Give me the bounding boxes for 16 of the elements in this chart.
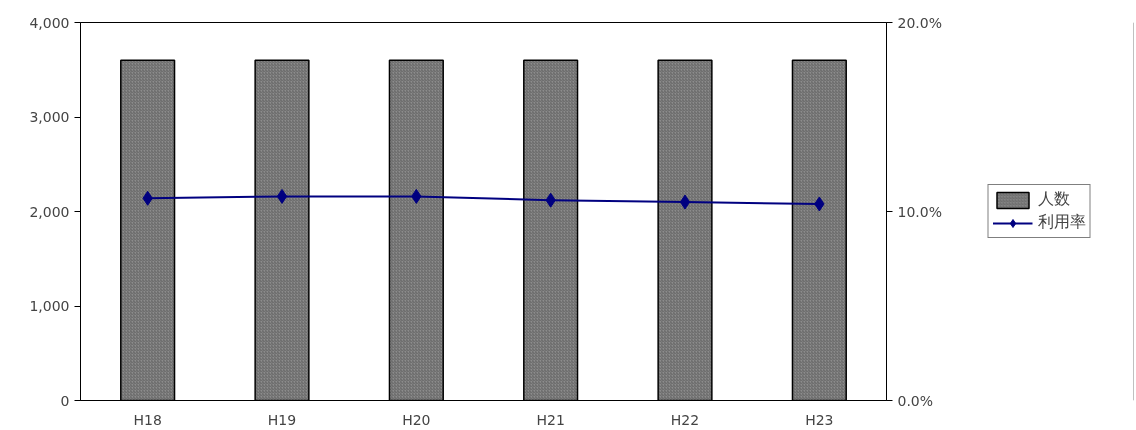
y2-tick-label: 20.0%: [897, 14, 942, 31]
y2-tick-label: 0.0%: [897, 392, 934, 409]
x-tick-label: H19: [267, 411, 297, 428]
y-tick-label: 4,000: [29, 14, 70, 31]
x-tick-label: H18: [133, 411, 162, 428]
y-tick-label: 2,000: [29, 203, 70, 220]
y-tick-label: 1,000: [29, 298, 70, 314]
x-tick-label: H20: [402, 411, 431, 428]
y-tick-label: 0: [60, 392, 70, 409]
x-tick-label: H21: [536, 411, 565, 428]
legend-label: 人数: [1037, 189, 1070, 210]
legend-label: 利用率: [1037, 212, 1086, 233]
y-tick-label: 3,000: [29, 109, 70, 125]
x-tick-label: H23: [805, 411, 834, 428]
y2-tick-label: 10.0%: [897, 203, 942, 220]
x-tick-label: H22: [670, 411, 700, 428]
